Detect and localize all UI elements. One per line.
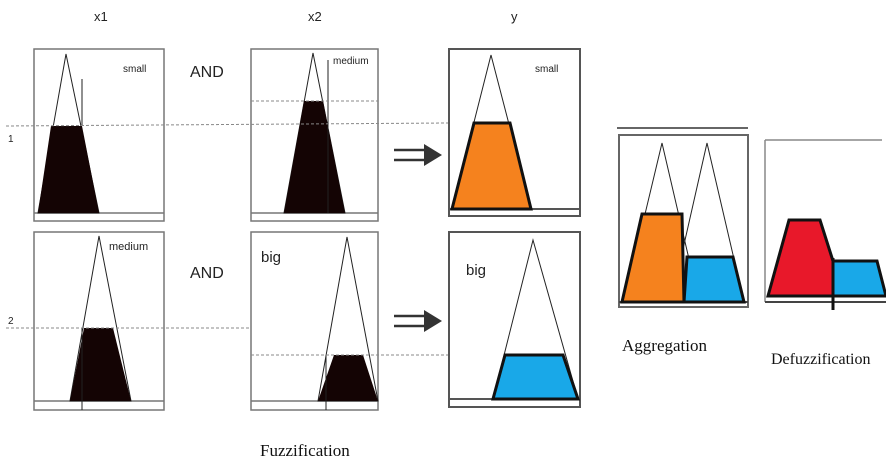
clipped-region-fill <box>38 126 99 213</box>
membership-label: big <box>466 262 486 279</box>
defuzzified-red-region <box>766 218 835 298</box>
membership-label: small <box>535 64 558 75</box>
panel-x2-rule2: big <box>250 231 379 411</box>
caption-defuzzification: Defuzzification <box>771 351 871 368</box>
panel-x2-rule1: medium <box>250 48 379 222</box>
panel-x1-rule2: medium <box>33 231 165 411</box>
column-header-x2: x2 <box>308 9 322 24</box>
clipped-region-fill <box>284 101 345 213</box>
clipped-region-fill <box>70 328 131 401</box>
defuzzified-blue-region <box>831 259 886 298</box>
aggregation-panel <box>617 127 749 308</box>
and-operator-2: AND <box>190 265 224 282</box>
panel-y-rule2: big <box>448 231 581 408</box>
clipped-region-fill <box>450 121 533 211</box>
clipped-region-fill <box>491 353 581 401</box>
arrow-icon <box>394 310 442 332</box>
aggregated-blue-region <box>682 255 746 304</box>
and-operator-1: AND <box>190 64 224 81</box>
aggregated-orange-region <box>620 212 686 304</box>
clipped-region-fill <box>318 355 378 401</box>
caption-aggregation: Aggregation <box>622 336 707 355</box>
membership-label: big <box>261 249 281 266</box>
arrow-icon <box>394 144 442 166</box>
row-label-1: 1 <box>8 134 14 145</box>
panel-x1-rule1: small <box>33 48 165 222</box>
panel-y-rule1: small <box>448 48 581 217</box>
column-header-y: y <box>511 9 518 24</box>
column-header-x1: x1 <box>94 9 108 24</box>
membership-label: medium <box>333 56 369 67</box>
defuzzification-panel <box>764 139 886 310</box>
membership-label: medium <box>109 241 148 253</box>
dashed-link-line <box>5 122 449 127</box>
membership-label: small <box>123 64 146 75</box>
caption-fuzzification: Fuzzification <box>260 441 350 460</box>
row-label-2: 2 <box>8 316 14 327</box>
